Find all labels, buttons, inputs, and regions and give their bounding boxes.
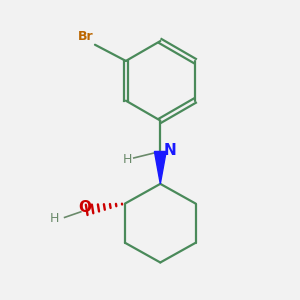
Text: N: N <box>164 143 176 158</box>
Text: H: H <box>49 212 59 225</box>
Polygon shape <box>154 152 166 184</box>
Text: H: H <box>123 153 133 166</box>
Text: O: O <box>79 200 92 215</box>
Text: Br: Br <box>78 30 94 43</box>
